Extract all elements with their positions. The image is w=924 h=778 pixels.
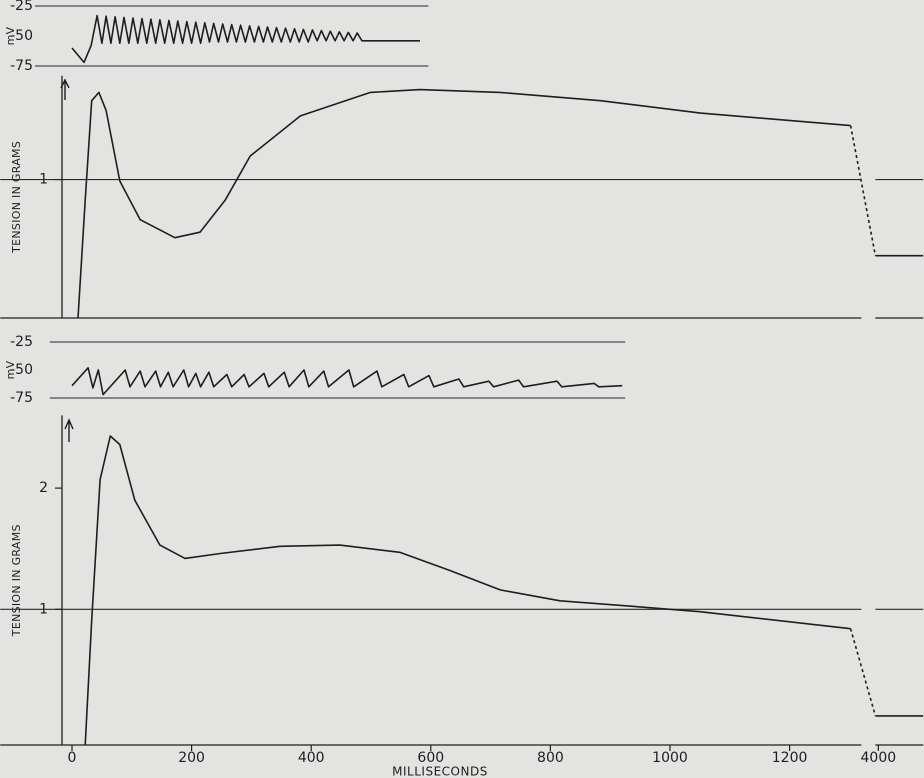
x-tick-label: 800 — [537, 750, 564, 766]
y-axis-label: mV — [4, 360, 17, 379]
potential-trace — [71, 14, 420, 64]
x-tick-label: 1000 — [652, 750, 688, 766]
potential-trace — [71, 367, 623, 396]
x-tick-label: 400 — [298, 750, 325, 766]
x-tick-label: 200 — [178, 750, 205, 766]
y-tick-label: -50 — [10, 362, 33, 378]
tension-curve — [84, 435, 851, 746]
y-axis-label: TENSION IN GRAMS — [10, 524, 23, 637]
tension-curve — [849, 628, 877, 717]
y-tick-label: -25 — [10, 0, 33, 14]
y-axis-label: mV — [4, 26, 17, 45]
tension-curve — [849, 125, 877, 256]
y-tick-label: -50 — [10, 28, 33, 44]
tension-curve — [77, 88, 851, 319]
x-tick-label: 0 — [68, 750, 77, 766]
y-axis-label: TENSION IN GRAMS — [10, 141, 23, 254]
y-tick-label: -25 — [10, 334, 33, 350]
y-tick-label: 2 — [39, 480, 48, 496]
stimulus-arrow — [64, 418, 74, 442]
y-tick-label: -75 — [10, 58, 33, 74]
x-tick-label: 600 — [417, 750, 444, 766]
x-tick-label: 1200 — [772, 750, 808, 766]
x-axis-label: MILLISECONDS — [392, 765, 488, 778]
y-tick-label: -75 — [10, 390, 33, 406]
x-tick-label: 4000 — [861, 750, 897, 766]
